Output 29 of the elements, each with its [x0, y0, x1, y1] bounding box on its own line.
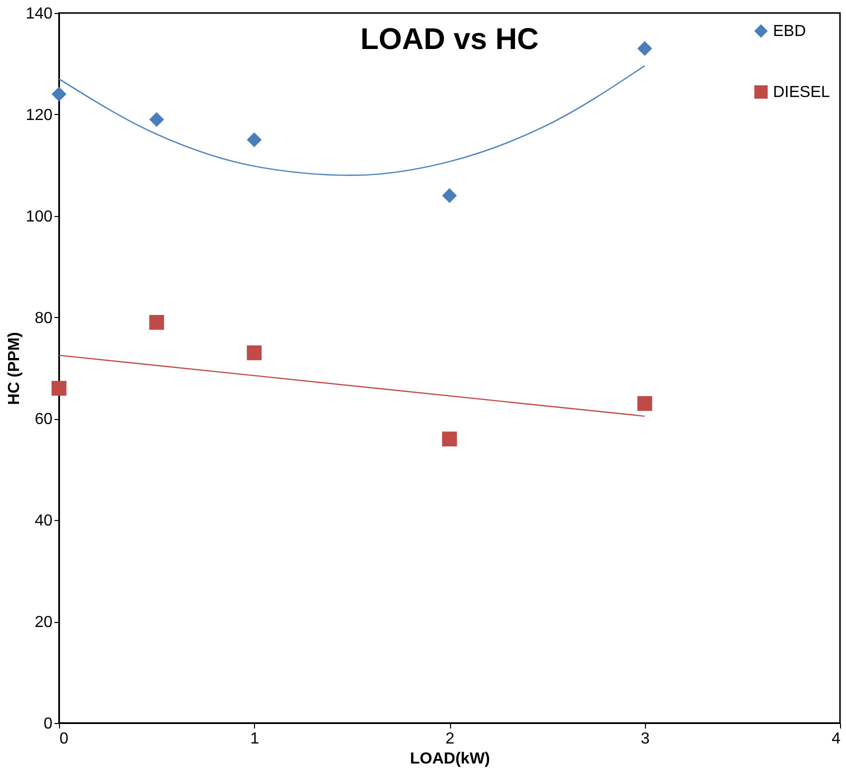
point	[442, 432, 457, 446]
x-tick-label: 1	[250, 730, 260, 748]
legend-label: EBD	[773, 23, 806, 40]
point	[52, 86, 66, 102]
x-tick-label: 3	[640, 730, 650, 748]
y-tick-label: 60	[34, 411, 53, 428]
y-tick-label: 80	[34, 310, 53, 327]
x-tick-label: 4	[832, 730, 841, 748]
line-series	[58, 65, 646, 176]
legend-label: DIESEL	[773, 84, 830, 101]
y-tick-label: 100	[26, 208, 53, 226]
y-tick-label: 20	[34, 614, 53, 632]
point	[637, 396, 652, 411]
x-tick-label: 2	[446, 730, 455, 748]
y-tick-label: 40	[34, 512, 53, 530]
point	[637, 41, 652, 56]
point	[442, 188, 457, 203]
y-axis-title: HC (PPM)	[6, 332, 23, 405]
x-tick-label: 0	[60, 730, 68, 748]
point	[246, 132, 262, 148]
point	[149, 112, 164, 127]
point	[52, 380, 66, 396]
y-tick-label: 0	[44, 716, 53, 732]
point	[246, 345, 262, 360]
point	[149, 314, 164, 330]
y-tick-label: 140	[26, 6, 53, 22]
chart-title: LOAD vs HC	[360, 23, 539, 56]
x-axis-title: LOAD(kW)	[410, 750, 490, 768]
y-tick-label: 120	[26, 106, 53, 124]
